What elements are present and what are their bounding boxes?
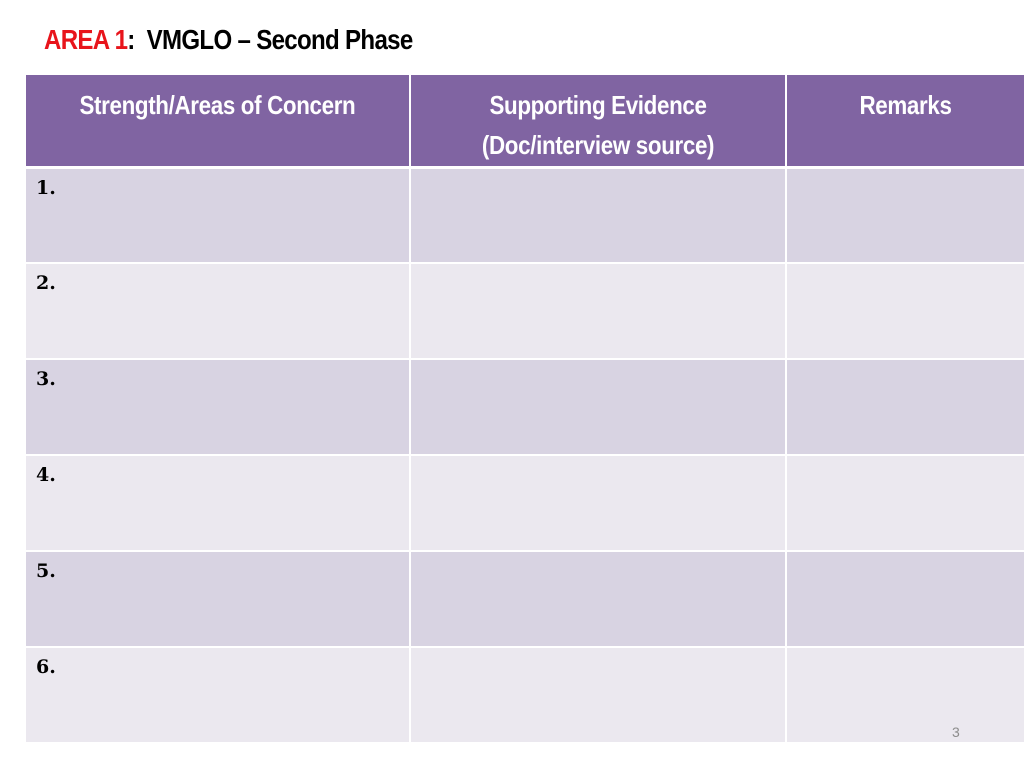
- header-remarks-label: Remarks: [859, 90, 952, 120]
- cell-remarks[interactable]: [786, 167, 1024, 264]
- area-label: AREA 1: [44, 24, 128, 55]
- cell-strength[interactable]: 2.: [26, 263, 411, 360]
- cell-evidence[interactable]: [410, 167, 787, 264]
- header-supporting-evidence-line2: (Doc/interview source): [481, 130, 715, 160]
- cell-strength[interactable]: 1.: [26, 167, 411, 264]
- table-row: 4.: [26, 455, 1024, 552]
- cell-strength[interactable]: 5.: [26, 551, 411, 648]
- cell-remarks[interactable]: [786, 551, 1024, 648]
- assessment-table: Strength/Areas of Concern Supporting Evi…: [26, 75, 1024, 744]
- row-number: 2.: [36, 272, 56, 294]
- cell-evidence[interactable]: [410, 455, 787, 552]
- table-row: 6.: [26, 647, 1024, 744]
- header-remarks: Remarks: [786, 75, 1024, 169]
- row-number: 5.: [36, 560, 56, 582]
- table-row: 1.: [26, 167, 1024, 264]
- cell-remarks[interactable]: [786, 359, 1024, 456]
- cell-evidence[interactable]: [410, 263, 787, 360]
- cell-evidence[interactable]: [410, 647, 787, 744]
- cell-strength[interactable]: 6.: [26, 647, 411, 744]
- header-supporting-evidence: Supporting Evidence (Doc/interview source…: [410, 75, 787, 169]
- table-row: 2.: [26, 263, 1024, 360]
- cell-remarks[interactable]: [786, 455, 1024, 552]
- cell-remarks[interactable]: [786, 263, 1024, 360]
- row-number: 3.: [36, 368, 56, 390]
- table-header-row: Strength/Areas of Concern Supporting Evi…: [26, 75, 1024, 169]
- title-separator: :: [127, 24, 135, 55]
- table-row: 5.: [26, 551, 1024, 648]
- title-subject: VMGLO – Second Phase: [146, 24, 414, 55]
- row-number: 4.: [36, 464, 56, 486]
- cell-evidence[interactable]: [410, 359, 787, 456]
- table-row: 3.: [26, 359, 1024, 456]
- header-strength-areas: Strength/Areas of Concern: [26, 75, 411, 169]
- page-number: 3: [952, 724, 960, 740]
- cell-strength[interactable]: 3.: [26, 359, 411, 456]
- cell-remarks[interactable]: [786, 647, 1024, 744]
- row-number: 6.: [36, 656, 56, 678]
- cell-strength[interactable]: 4.: [26, 455, 411, 552]
- row-number: 1.: [36, 176, 56, 199]
- slide-title: AREA 1: VMGLO – Second Phase: [44, 24, 413, 56]
- header-supporting-evidence-line1: Supporting Evidence: [489, 90, 707, 120]
- header-strength-areas-label: Strength/Areas of Concern: [79, 90, 356, 120]
- cell-evidence[interactable]: [410, 551, 787, 648]
